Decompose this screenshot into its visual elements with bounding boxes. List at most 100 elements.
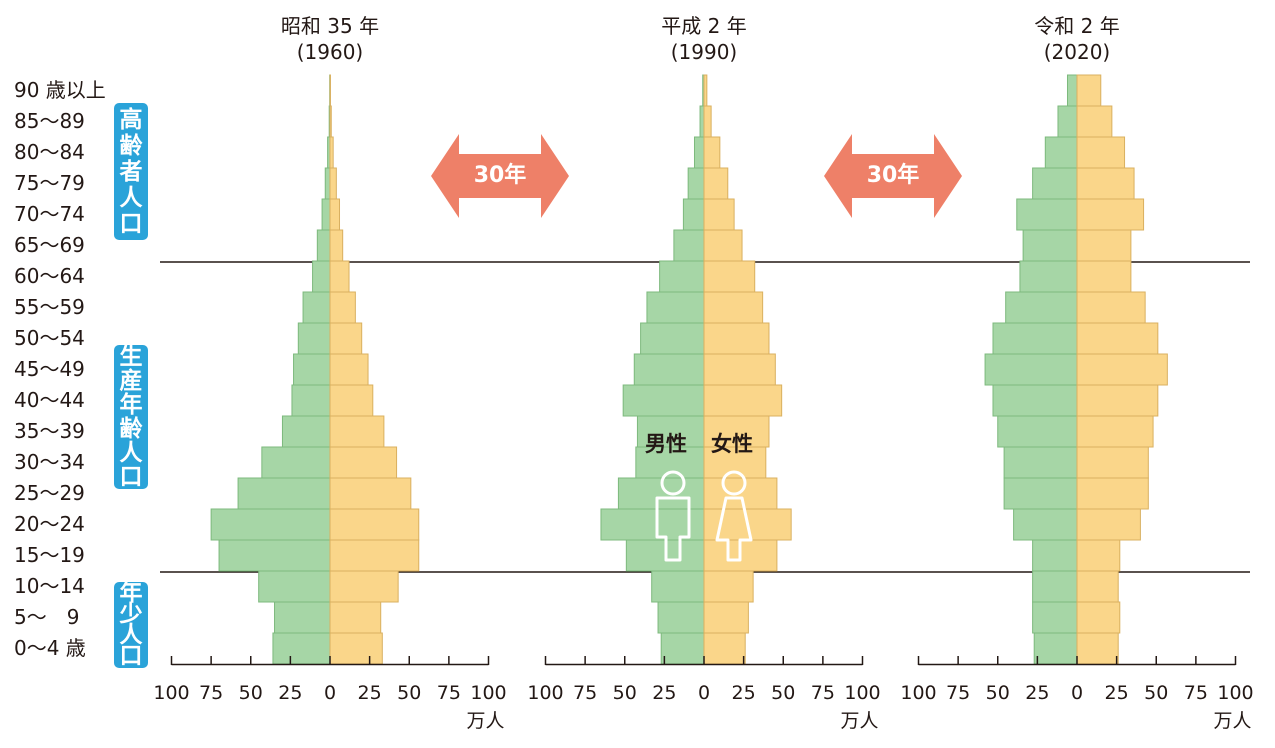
female-bar xyxy=(329,570,399,603)
female-bar xyxy=(1076,291,1146,324)
male-bar xyxy=(992,384,1078,417)
x-tick-label: 100 xyxy=(153,682,190,704)
female-bar xyxy=(1076,477,1149,510)
age-label: 30〜34 xyxy=(14,450,85,474)
female-bar xyxy=(703,570,754,603)
male-bar xyxy=(1032,539,1078,572)
age-group-char: 人 xyxy=(119,440,143,466)
unit-label: 万人 xyxy=(840,710,879,732)
pyramid-year: (1960) xyxy=(296,40,364,64)
female-bar xyxy=(703,198,735,231)
age-label: 45〜49 xyxy=(14,357,85,381)
arrow-label: 30年 xyxy=(473,163,527,188)
age-label: 10〜14 xyxy=(14,574,85,598)
x-tick-label: 100 xyxy=(900,682,937,704)
male-bar xyxy=(312,260,331,293)
male-bar xyxy=(660,632,705,665)
pyramid-era-title: 令和 2 年 xyxy=(1034,14,1120,38)
x-tick-label: 25 xyxy=(357,682,382,704)
male-bar xyxy=(646,291,705,324)
male-bar xyxy=(1013,508,1078,541)
x-tick-label: 50 xyxy=(985,682,1010,704)
male-bar xyxy=(1044,136,1078,169)
male-bar xyxy=(1016,198,1078,231)
age-label: 15〜19 xyxy=(14,543,85,567)
male-bar xyxy=(693,136,705,169)
x-tick-label: 75 xyxy=(1183,682,1208,704)
female-bar xyxy=(1076,384,1159,417)
x-tick-label: 75 xyxy=(436,682,461,704)
male-bar xyxy=(636,415,705,448)
x-tick-label: 100 xyxy=(470,682,507,704)
age-label: 50〜54 xyxy=(14,326,85,350)
age-group-char: 人 xyxy=(119,184,143,211)
male-bar xyxy=(1057,105,1078,138)
x-tick-label: 50 xyxy=(238,682,263,704)
female-bar xyxy=(329,291,356,324)
male-bar xyxy=(302,291,331,324)
age-group-char: 年 xyxy=(119,392,143,418)
age-group-box: 生産年齢人口 xyxy=(114,345,148,489)
female-label: 女性 xyxy=(711,432,753,456)
male-bar xyxy=(633,353,705,386)
female-bar xyxy=(1076,229,1132,262)
female-bar xyxy=(703,136,721,169)
age-group-char: 口 xyxy=(119,643,143,669)
female-bar xyxy=(329,260,350,293)
male-bar xyxy=(321,198,331,231)
age-group-char: 産 xyxy=(119,368,143,394)
age-label: 20〜24 xyxy=(14,512,85,536)
female-icon-part xyxy=(721,470,747,496)
x-tick-label: 25 xyxy=(1025,682,1050,704)
x-tick-label: 25 xyxy=(1104,682,1129,704)
arrow-label: 30年 xyxy=(866,163,920,188)
male-bar xyxy=(274,601,331,634)
unit-label: 万人 xyxy=(466,710,505,732)
age-group-char: 口 xyxy=(119,464,143,490)
female-bar xyxy=(703,260,756,293)
male-bar xyxy=(316,229,331,262)
double-arrow xyxy=(824,134,962,218)
female-bar xyxy=(703,74,708,107)
x-tick-label: 50 xyxy=(397,682,422,704)
x-tick-label: 0 xyxy=(697,682,711,704)
male-bar xyxy=(1033,632,1078,665)
female-bar xyxy=(703,632,746,665)
female-bar xyxy=(1076,601,1121,634)
x-tick-label: 100 xyxy=(527,682,564,704)
female-bar xyxy=(1076,539,1121,572)
female-bar xyxy=(329,198,341,231)
age-group-char: 齢 xyxy=(119,416,143,442)
x-tick-label: 25 xyxy=(731,682,756,704)
male-bar xyxy=(281,415,331,448)
male-bar xyxy=(673,229,705,262)
x-tick-label: 0 xyxy=(323,682,337,704)
female-bar xyxy=(1076,508,1141,541)
age-group-box: 高齢者人口 xyxy=(114,103,148,240)
age-group-char: 生 xyxy=(119,344,143,370)
age-label: 55〜59 xyxy=(14,295,85,319)
female-bar xyxy=(1076,446,1149,479)
male-bar xyxy=(651,570,705,603)
male-bar xyxy=(687,167,705,200)
age-label: 90 歳以上 xyxy=(14,78,106,102)
male-bar xyxy=(210,508,331,541)
female-bar xyxy=(703,167,729,200)
pyramid-title: 平成 2 年 (1990) xyxy=(604,13,804,65)
female-bar xyxy=(1076,322,1159,355)
x-tick-label: 50 xyxy=(771,682,796,704)
female-bar xyxy=(703,322,770,355)
female-bar xyxy=(329,353,369,386)
female-bar xyxy=(1076,74,1102,107)
female-bar xyxy=(703,105,712,138)
male-bar xyxy=(1005,291,1078,324)
female-bar xyxy=(329,446,398,479)
female-bar xyxy=(329,415,385,448)
female-bar xyxy=(329,601,382,634)
male-bar xyxy=(218,539,331,572)
x-tick-label: 75 xyxy=(573,682,598,704)
female-bar xyxy=(329,384,374,417)
x-tick-label: 50 xyxy=(612,682,637,704)
pyramid-era-title: 平成 2 年 xyxy=(661,14,747,38)
